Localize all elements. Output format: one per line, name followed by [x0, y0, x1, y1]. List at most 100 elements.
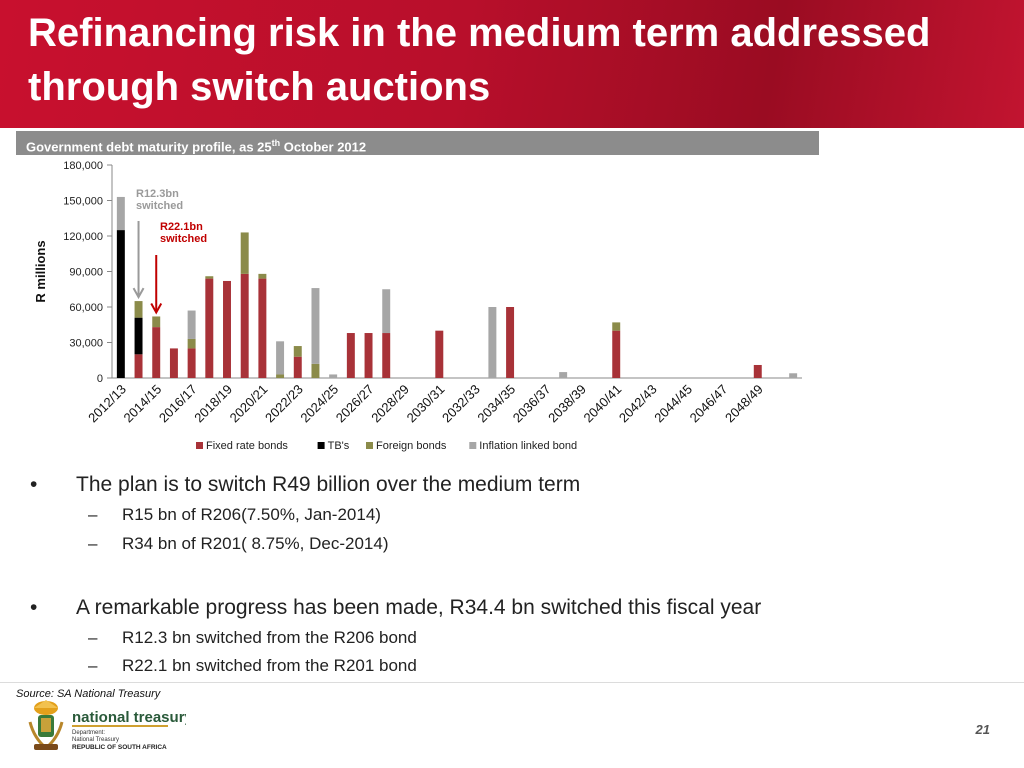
- bar-segment: [506, 307, 515, 378]
- x-tick-label: 2028/29: [368, 382, 412, 426]
- annotation-label: R22.1bn: [160, 221, 203, 233]
- bar-segment: [205, 278, 214, 378]
- legend-label: Inflation linked bond: [479, 440, 577, 452]
- bar-segment: [187, 348, 196, 378]
- x-tick-label: 2048/49: [722, 382, 766, 426]
- logo-line3: REPUBLIC OF SOUTH AFRICA: [72, 744, 167, 751]
- dash-icon: –: [88, 505, 98, 524]
- footer-divider: [0, 682, 1024, 683]
- legend-swatch: [469, 442, 477, 449]
- annotation-arrow-head: [150, 302, 163, 315]
- y-tick-label: 150,000: [63, 196, 103, 208]
- y-axis-title: R millions: [33, 240, 48, 302]
- dash-icon: –: [88, 628, 98, 647]
- logo-name: national treasury: [72, 709, 186, 726]
- bar-segment: [559, 372, 568, 378]
- x-tick-label: 2018/19: [191, 382, 235, 426]
- bar-segment: [258, 278, 267, 378]
- maturity-profile-chart: 0 30,000 60,000 90,000 120,000 150,000 180,000…: [33, 160, 802, 452]
- bar-segment: [187, 338, 196, 349]
- national-treasury-logo: national treasury Department: National T…: [28, 700, 186, 751]
- y-tick-label: 180,000: [63, 160, 103, 172]
- bar-segment: [134, 317, 143, 355]
- bar-segment: [276, 374, 285, 378]
- bar-segment: [293, 356, 302, 378]
- y-tick-label: 60,000: [69, 302, 103, 314]
- bar-segment: [364, 333, 373, 378]
- x-tick-label: 2014/15: [121, 382, 165, 426]
- sub-bullet-text: R12.3 bn switched from the R206 bond: [122, 628, 417, 647]
- y-tick-label: 90,000: [69, 267, 103, 279]
- x-tick-label: 2040/41: [581, 382, 625, 426]
- legend-swatch: [317, 442, 325, 449]
- bar-segment: [329, 374, 338, 378]
- bar-segment: [435, 330, 444, 378]
- legend-label: Foreign bonds: [376, 440, 447, 452]
- x-tick-label: 2022/23: [262, 382, 306, 426]
- y-tick-label: 0: [97, 373, 103, 385]
- bar-segment: [205, 276, 214, 279]
- bar-segment: [753, 364, 762, 378]
- chart-header-sup: th: [271, 138, 281, 148]
- bar-segment: [116, 196, 125, 231]
- legend-swatch: [196, 442, 203, 449]
- coat-of-arms-icon: [28, 700, 64, 750]
- dash-icon: –: [88, 656, 98, 675]
- annotation-label: switched: [136, 200, 183, 212]
- bar-segment: [258, 273, 267, 279]
- x-tick-label: 2016/17: [156, 382, 200, 426]
- bullet-text: The plan is to switch R49 billion over t…: [76, 473, 581, 496]
- slide-title: Refinancing risk in the medium term addr…: [28, 11, 931, 109]
- annotation-label: switched: [160, 233, 207, 245]
- x-tick-label: 2026/27: [333, 382, 377, 426]
- legend-label: Fixed rate bonds: [206, 440, 288, 452]
- legend-label: TB's: [328, 440, 350, 452]
- legend-swatch: [366, 442, 373, 449]
- x-tick-label: 2042/43: [616, 382, 660, 426]
- bar-segment: [311, 363, 320, 378]
- x-tick-label: 2036/37: [510, 382, 554, 426]
- dash-icon: –: [88, 534, 98, 553]
- bar-segment: [612, 330, 621, 378]
- bar-segment: [293, 346, 302, 357]
- bar-segment: [152, 327, 161, 378]
- chart-header-text: Government debt maturity profile, as 25: [26, 139, 272, 155]
- bar-segment: [134, 301, 143, 318]
- y-tick-label: 30,000: [69, 338, 103, 350]
- title-banner: Refinancing risk in the medium term addr…: [0, 0, 1024, 128]
- bullet-text: A remarkable progress has been made, R34…: [76, 596, 762, 619]
- x-tick-label: 2020/21: [227, 382, 271, 426]
- chart-header-tail: October 2012: [280, 139, 367, 155]
- bar-segment: [382, 333, 391, 378]
- source-note: Source: SA National Treasury: [16, 688, 161, 700]
- bar-segment: [240, 232, 249, 274]
- bullet-dot-icon: •: [30, 596, 38, 619]
- chart-header: Government debt maturity profile, as 25t…: [16, 131, 819, 155]
- bar-segment: [134, 354, 143, 378]
- bar-segment: [169, 348, 178, 378]
- bar-segment: [187, 310, 196, 339]
- x-tick-label: 2046/47: [687, 382, 731, 426]
- x-tick-label: 2044/45: [651, 382, 695, 426]
- bar-segment: [223, 280, 231, 378]
- sub-bullet-text: R34 bn of R201( 8.75%, Dec-2014): [122, 534, 389, 553]
- bar-segment: [240, 273, 249, 378]
- bar-segment: [612, 322, 621, 331]
- sub-bullet-text: R22.1 bn switched from the R201 bond: [122, 656, 417, 675]
- x-tick-label: 2034/35: [474, 382, 518, 426]
- x-tick-label: 2032/33: [439, 382, 483, 426]
- bar-segment: [152, 316, 161, 328]
- bar-segment: [382, 289, 391, 334]
- bar-segment: [116, 230, 125, 378]
- x-tick-label: 2012/13: [85, 382, 129, 426]
- y-tick-label: 120,000: [63, 231, 103, 243]
- x-tick-label: 2030/31: [404, 382, 448, 426]
- logo-line1: Department:: [72, 730, 105, 736]
- x-tick-label: 2038/39: [545, 382, 589, 426]
- bullet-dot-icon: •: [30, 473, 38, 496]
- sub-bullet-text: R15 bn of R206(7.50%, Jan-2014): [122, 505, 381, 524]
- bar-segment: [346, 333, 355, 378]
- bar-segment: [311, 288, 320, 364]
- page-number: 21: [975, 722, 990, 737]
- logo-line2: National Treasury: [72, 737, 119, 743]
